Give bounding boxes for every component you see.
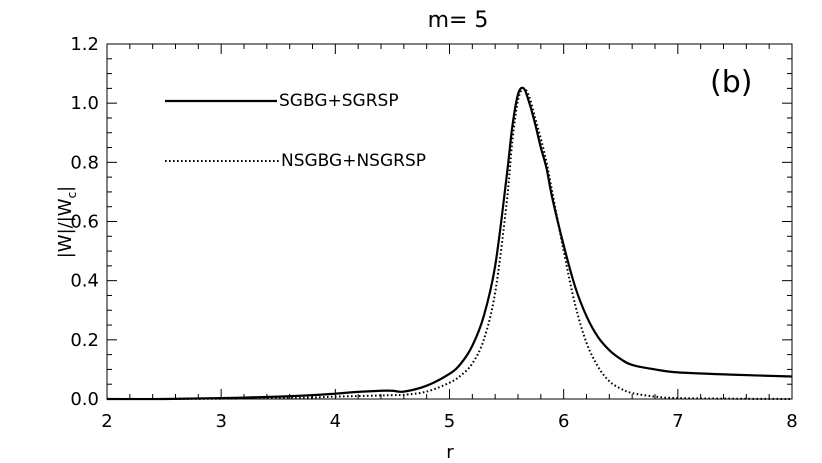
legend: SGBG+SGRSP NSGBG+NSGRSP bbox=[165, 91, 426, 171]
legend-label-solid: SGBG+SGRSP bbox=[279, 91, 399, 111]
x-tick-labels: 2 3 4 5 6 7 8 bbox=[101, 411, 797, 432]
y-tick-label: 1.0 bbox=[70, 93, 99, 114]
plot-frame bbox=[106, 43, 793, 400]
chart-title: m= 5 bbox=[428, 8, 489, 33]
series-line-1 bbox=[106, 86, 793, 401]
y-axis-label-end: | bbox=[55, 186, 76, 192]
y-tick-labels: 0.0 0.2 0.4 0.6 0.8 1.0 1.2 bbox=[70, 34, 99, 410]
x-tick-label: 8 bbox=[786, 411, 797, 432]
x-tick-label: 3 bbox=[215, 411, 226, 432]
y-tick-label: 1.2 bbox=[70, 34, 99, 55]
legend-label-dotted: NSGBG+NSGRSP bbox=[281, 151, 426, 171]
series-line-2 bbox=[106, 87, 793, 401]
x-tick-label: 5 bbox=[444, 411, 455, 432]
x-axis-label: r bbox=[446, 442, 454, 463]
x-tick-label: 2 bbox=[101, 411, 112, 432]
y-tick-label: 0.0 bbox=[70, 389, 99, 410]
x-tick-label: 7 bbox=[672, 411, 683, 432]
x-tick-label: 4 bbox=[330, 411, 341, 432]
series-layer bbox=[106, 86, 793, 401]
y-tick-label: 0.2 bbox=[70, 330, 99, 351]
plot-area: 2 3 4 5 6 7 8 0.0 0.2 0.4 0.6 0.8 1.0 1.2 bbox=[70, 34, 797, 432]
y-tick-label: 0.8 bbox=[70, 152, 99, 173]
axis-ticks bbox=[106, 43, 793, 400]
y-tick-label: 0.6 bbox=[70, 212, 99, 233]
y-axis-label: |W|/|Wc| bbox=[55, 186, 79, 259]
panel-label: (b) bbox=[710, 65, 752, 100]
y-tick-label: 0.4 bbox=[70, 271, 99, 292]
y-axis-label-main: |W|/|W bbox=[55, 198, 76, 258]
y-axis-label-subscript: c bbox=[65, 192, 79, 199]
x-tick-label: 6 bbox=[558, 411, 569, 432]
